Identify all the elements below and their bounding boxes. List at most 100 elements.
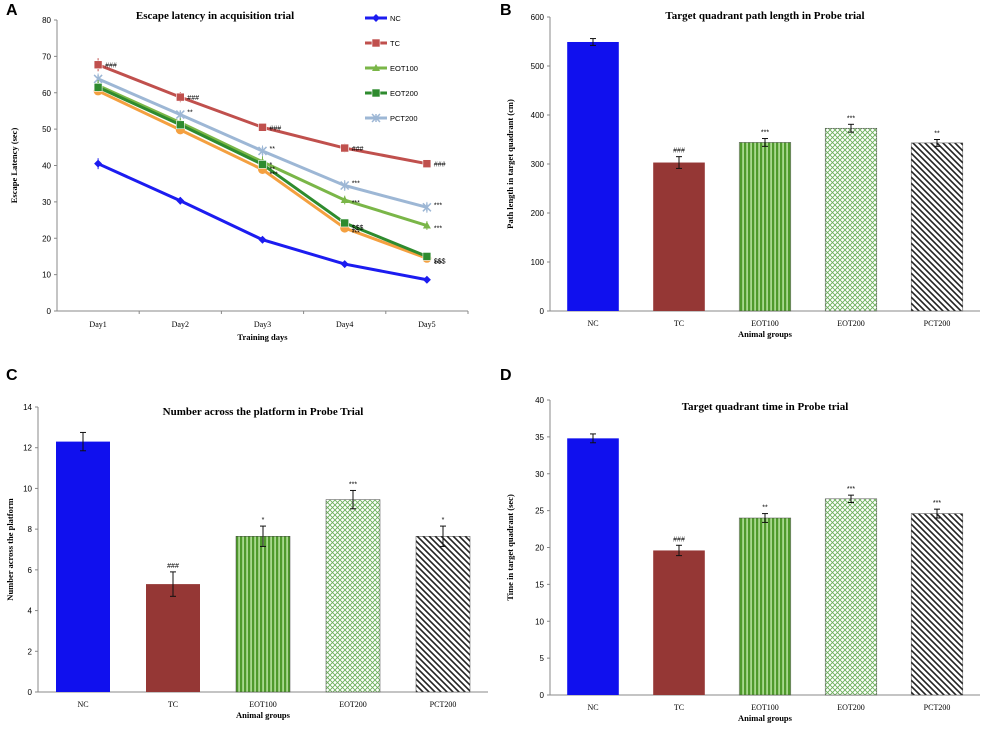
panel-c: C Number across the platform in Probe Tr… — [0, 365, 500, 735]
y-tick-label: 35 — [535, 433, 544, 442]
data-point-nc — [176, 196, 185, 205]
y-tick-label: 25 — [535, 507, 544, 516]
x-tick-label: EOT200 — [339, 700, 367, 709]
x-tick-label: Day5 — [418, 320, 435, 329]
significance-label-tc: ### — [270, 125, 282, 132]
bar-eot100 — [235, 536, 291, 693]
y-tick-label: 400 — [531, 111, 545, 120]
significance-label: *** — [847, 486, 855, 493]
y-tick-label: 40 — [535, 396, 544, 405]
x-axis-label: Training days — [237, 332, 288, 342]
significance-label: ### — [673, 148, 685, 155]
panel-b: B Target quadrant path length in Probe t… — [500, 0, 1000, 365]
significance-label-eot100: * — [270, 162, 273, 169]
y-tick-label: 20 — [535, 544, 544, 553]
data-point-eot200 — [176, 120, 185, 130]
y-tick-label: 6 — [28, 566, 33, 575]
y-tick-label: 0 — [540, 307, 545, 316]
significance-label-orange: *** — [270, 172, 278, 179]
legend-label-nc: NC — [390, 14, 401, 23]
y-tick-label: 30 — [42, 198, 51, 207]
data-point-nc — [340, 260, 349, 269]
series-line-pct200 — [97, 77, 428, 209]
data-point-tc — [93, 60, 103, 70]
y-axis-label: Escape Latency (sec) — [9, 128, 19, 204]
significance-label-pct200: *** — [352, 181, 360, 188]
x-tick-label: Day4 — [336, 320, 353, 329]
data-point-eot200 — [422, 252, 432, 261]
legend-label-pct200: PCT200 — [390, 114, 418, 123]
x-tick-label: EOT200 — [837, 319, 865, 328]
y-tick-label: 10 — [23, 484, 32, 493]
significance-label: * — [262, 517, 265, 524]
y-tick-label: 600 — [531, 13, 545, 22]
bar-eot200 — [824, 127, 878, 312]
significance-label-eot200: $$$ — [434, 258, 446, 265]
y-tick-label: 10 — [535, 617, 544, 626]
legend-marker-eot200 — [371, 88, 381, 98]
line-chart-escape-latency: Escape latency in acquisition trial 0 10 20… — [9, 10, 469, 342]
panel-letter-d: D — [500, 367, 512, 384]
x-tick-label: TC — [168, 700, 178, 709]
y-tick-label: 40 — [42, 162, 51, 171]
x-tick-label: NC — [587, 319, 598, 328]
significance-label-orange: *** — [352, 230, 360, 237]
legend-marker-tc — [371, 38, 381, 48]
y-tick-label: 8 — [28, 525, 33, 534]
significance-label-pct200: ** — [187, 110, 193, 117]
y-tick-label: 20 — [42, 234, 51, 243]
bar-eot200 — [824, 498, 878, 696]
bar-tc — [146, 584, 200, 692]
y-tick-label: 14 — [23, 403, 32, 412]
y-tick-label: 30 — [535, 470, 544, 479]
chart-title: Number across the platform in Probe Tria… — [163, 406, 364, 418]
significance-label-eot100: *** — [434, 226, 442, 233]
significance-label: ### — [167, 563, 179, 570]
bar-eot200 — [325, 499, 381, 693]
significance-label-tc: ### — [105, 63, 117, 70]
y-tick-label: 10 — [42, 271, 51, 280]
y-tick-label: 60 — [42, 89, 51, 98]
x-tick-label: Day2 — [172, 320, 189, 329]
bar-chart-path-length: Target quadrant path length in Probe tri… — [505, 10, 980, 339]
panel-d: D Target quadrant time in Probe trial 0 5 1… — [500, 365, 1000, 735]
y-tick-label: 12 — [23, 444, 32, 453]
x-axis-label: Animal groups — [738, 713, 793, 723]
y-tick-label: 500 — [531, 62, 545, 71]
x-tick-label: PCT200 — [924, 319, 951, 328]
x-tick-label: EOT100 — [751, 703, 779, 712]
chart-title: Target quadrant time in Probe trial — [682, 401, 849, 413]
x-tick-label: EOT100 — [249, 700, 277, 709]
significance-label-eot100: *** — [352, 200, 360, 207]
bar-nc — [567, 438, 619, 695]
x-axis-label: Animal groups — [236, 710, 291, 720]
y-tick-label: 0 — [28, 688, 33, 697]
data-point-eot100 — [422, 221, 431, 229]
data-point-tc — [340, 143, 350, 153]
bar-chart-platform-crossings: Number across the platform in Probe Tria… — [5, 403, 488, 720]
y-tick-label: 0 — [47, 307, 52, 316]
significance-label: *** — [349, 481, 357, 488]
significance-label-orange: *** — [434, 260, 442, 267]
panel-letter-a: A — [6, 2, 18, 19]
x-tick-label: Day3 — [254, 320, 271, 329]
significance-label-tc: ### — [434, 162, 446, 169]
data-point-tc — [258, 123, 267, 132]
data-point-pct200 — [422, 202, 432, 212]
y-axis-label: Time in target quadrant (sec) — [505, 494, 515, 601]
legend-label-eot200: EOT200 — [390, 89, 418, 98]
significance-label-tc: ### — [352, 146, 364, 153]
series-line-nc — [97, 162, 428, 282]
data-point-pct200 — [340, 180, 350, 191]
x-axis-label: Animal groups — [738, 329, 793, 339]
legend-label-eot100: EOT100 — [390, 64, 418, 73]
y-tick-label: 70 — [42, 52, 51, 61]
significance-label-eot200: ** — [270, 166, 276, 173]
significance-label: *** — [761, 130, 769, 137]
panel-letter-b: B — [500, 2, 512, 19]
x-tick-label: PCT200 — [430, 700, 457, 709]
significance-label: *** — [847, 115, 855, 122]
legend-marker-nc — [372, 14, 380, 22]
data-point-eot200 — [258, 160, 267, 169]
chart-title: Escape latency in acquisition trial — [136, 10, 294, 22]
